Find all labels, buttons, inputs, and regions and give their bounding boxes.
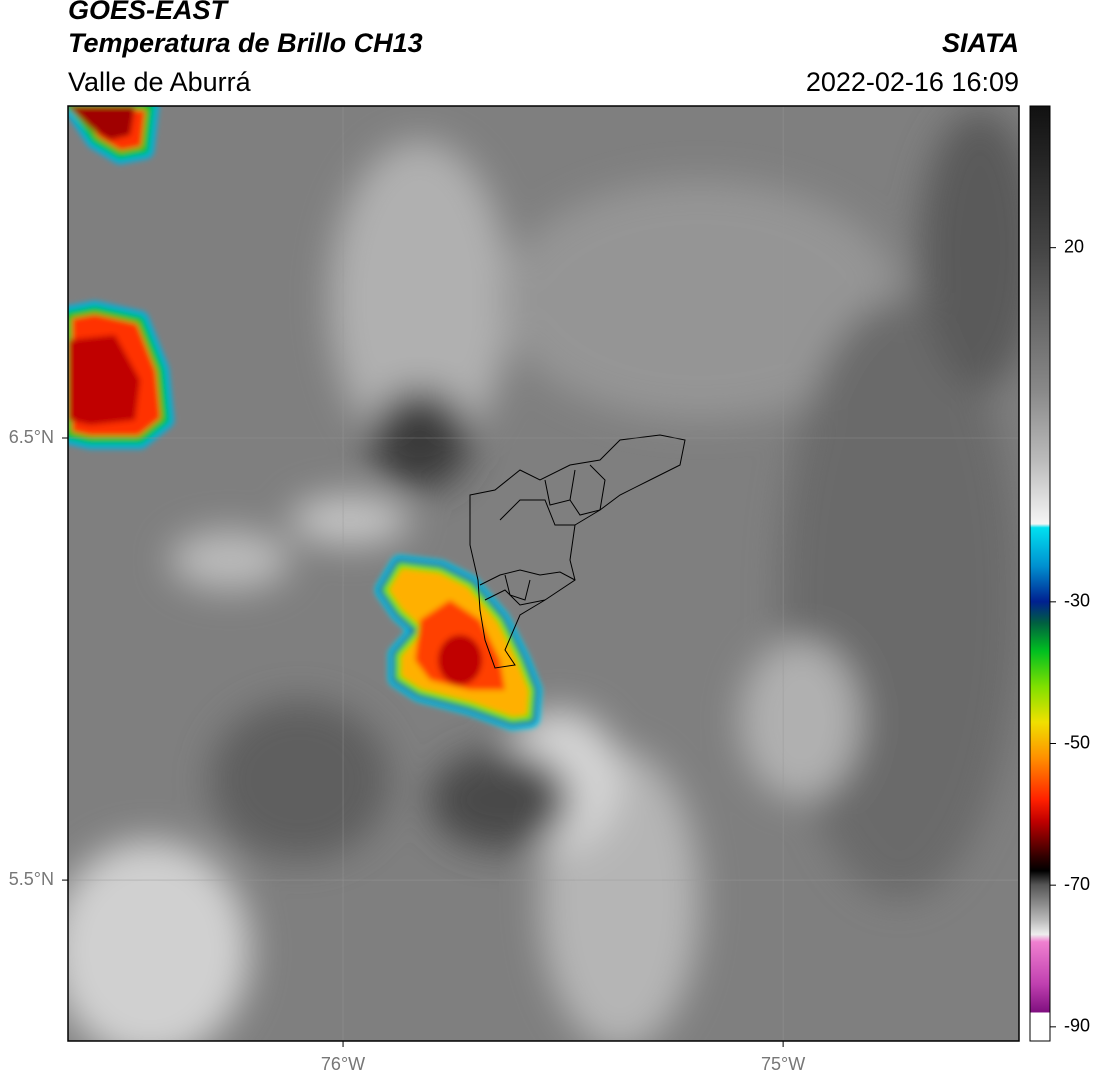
source: SIATA xyxy=(942,28,1019,58)
x-tick-label: 76°W xyxy=(321,1054,365,1074)
colorbar-tick-label: -90 xyxy=(1064,1016,1090,1036)
colorbar-tick-label: 20 xyxy=(1064,236,1084,256)
subtitle: Temperatura de Brillo CH13 xyxy=(68,28,423,58)
map-frame xyxy=(67,105,1020,1042)
colorbar xyxy=(1029,105,1051,1042)
municipality-outlines xyxy=(469,434,686,669)
satellite-image xyxy=(68,106,1019,1041)
x-tick-label: 75°W xyxy=(761,1054,805,1074)
colorbar-tick-label: -70 xyxy=(1064,874,1090,894)
datetime: 2022-02-16 16:09 xyxy=(806,67,1019,97)
y-tick-label: 5.5°N xyxy=(9,869,54,889)
colorbar-tick-label: -30 xyxy=(1064,591,1090,611)
title: GOES-EAST xyxy=(68,0,230,25)
colorbar-tick-label: -50 xyxy=(1064,732,1090,752)
y-tick-label: 6.5°N xyxy=(9,427,54,447)
region: Valle de Aburrá xyxy=(68,67,252,97)
